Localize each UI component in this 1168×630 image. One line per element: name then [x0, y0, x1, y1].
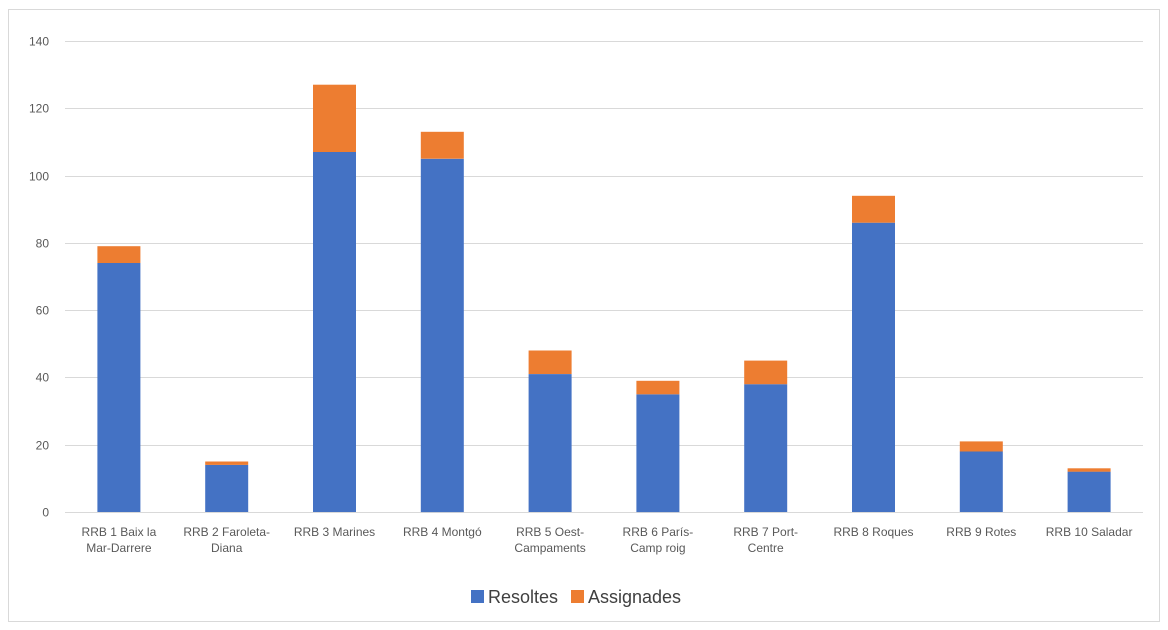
- x-tick-label: RRB 1 Baix la Mar-Darrere: [82, 525, 157, 555]
- bar-assignades-7: [744, 360, 788, 385]
- legend-label-assignades: Assignades: [588, 587, 681, 607]
- x-tick-label: RRB 8 Roques: [833, 525, 913, 539]
- bar-resoltes-1: [97, 263, 141, 512]
- x-tick-label: RRB 4 Montgó: [403, 525, 482, 539]
- x-tick-label: RRB 2 Faroleta- Diana: [183, 525, 270, 555]
- x-tick-label-line: RRB 5 Oest-: [516, 525, 584, 539]
- bar-assignades-9: [959, 441, 1003, 452]
- bar-resoltes-10: [1067, 471, 1111, 512]
- x-tick-label-line: RRB 3 Marines: [294, 525, 375, 539]
- x-tick-label-line: Mar-Darrere: [86, 541, 152, 555]
- bar-resoltes-5: [528, 374, 572, 512]
- legend-label-resoltes: Resoltes: [488, 587, 558, 607]
- y-tick-label: 60: [36, 304, 50, 318]
- x-tick-label-line: RRB 7 Port-: [733, 525, 798, 539]
- y-tick-label: 0: [42, 506, 49, 520]
- chart-frame: [8, 9, 1160, 622]
- x-tick-label-line: RRB 6 París-: [623, 525, 694, 539]
- bar-assignades-2: [205, 461, 249, 465]
- bar-resoltes-2: [205, 464, 249, 512]
- y-tick-label: 80: [36, 237, 50, 251]
- y-tick-label: 40: [36, 371, 50, 385]
- x-tick-label: RRB 3 Marines: [294, 525, 375, 539]
- x-tick-label-line: Diana: [211, 541, 243, 555]
- x-tick-label-line: RRB 9 Rotes: [946, 525, 1016, 539]
- x-tick-label-line: Campaments: [514, 541, 585, 555]
- bar-assignades-5: [528, 350, 572, 374]
- bar-resoltes-6: [636, 394, 680, 513]
- legend-swatch-resoltes: [471, 590, 484, 603]
- x-tick-label: RRB 9 Rotes: [946, 525, 1016, 539]
- y-tick-label: 120: [29, 102, 49, 116]
- legend-swatch-assignades: [571, 590, 584, 603]
- bar-assignades-4: [420, 131, 464, 159]
- y-tick-label: 140: [29, 35, 49, 49]
- x-tick-label-line: RRB 8 Roques: [833, 525, 913, 539]
- bar-assignades-3: [313, 84, 356, 152]
- bar-resoltes-7: [744, 384, 788, 512]
- bar-assignades-10: [1067, 468, 1111, 472]
- bar-resoltes-8: [852, 222, 895, 512]
- bar-resoltes-3: [313, 152, 356, 512]
- x-tick-label: RRB 7 Port- Centre: [733, 525, 798, 555]
- bar-assignades-1: [97, 246, 141, 263]
- x-tick-label-line: RRB 1 Baix la: [82, 525, 157, 539]
- x-tick-label: RRB 10 Saladar: [1046, 525, 1133, 539]
- x-tick-label: RRB 6 París- Camp roig: [623, 525, 694, 555]
- bar-assignades-6: [636, 380, 680, 395]
- x-tick-label-line: RRB 4 Montgó: [403, 525, 482, 539]
- x-tick-label-line: RRB 2 Faroleta-: [183, 525, 270, 539]
- bar-resoltes-9: [959, 451, 1003, 512]
- x-tick-label-line: Camp roig: [630, 541, 685, 555]
- y-tick-label: 100: [29, 170, 49, 184]
- x-tick-label: RRB 5 Oest- Campaments: [514, 525, 585, 555]
- x-tick-label-line: Centre: [748, 541, 784, 555]
- bar-resoltes-4: [420, 158, 464, 513]
- y-tick-label: 20: [36, 439, 50, 453]
- bar-assignades-8: [852, 195, 895, 223]
- x-tick-label-line: RRB 10 Saladar: [1046, 525, 1133, 539]
